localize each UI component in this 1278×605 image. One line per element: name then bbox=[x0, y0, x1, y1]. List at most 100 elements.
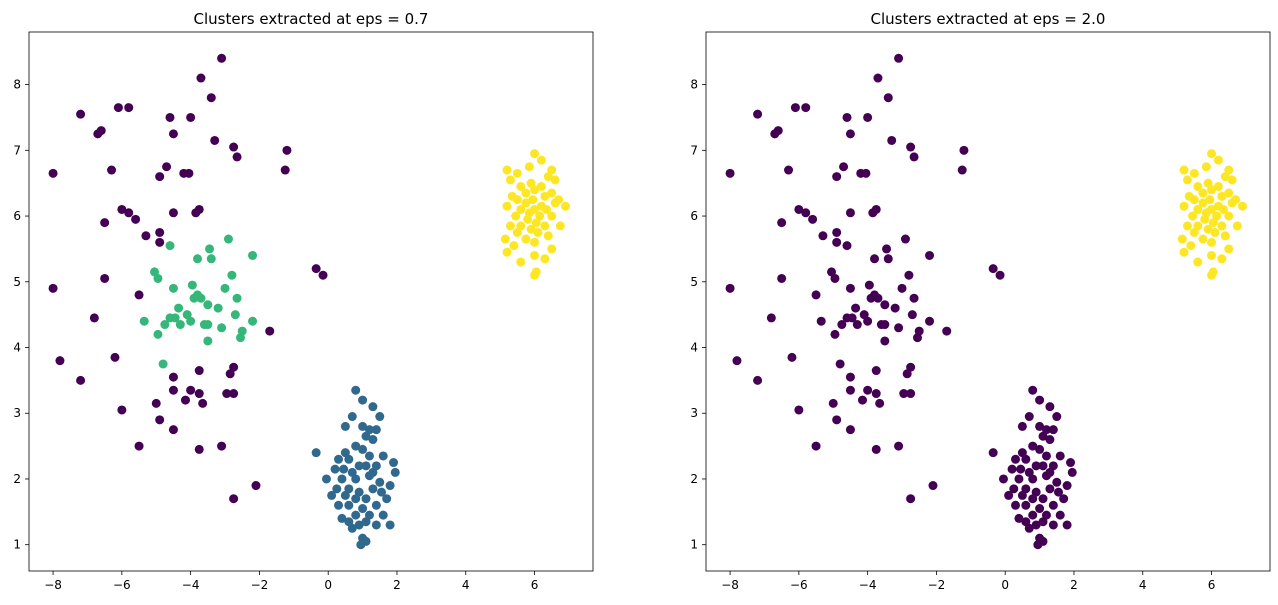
data-point bbox=[311, 448, 321, 458]
data-point bbox=[906, 142, 916, 152]
data-point bbox=[863, 385, 873, 395]
data-point bbox=[988, 448, 998, 458]
data-point bbox=[340, 490, 350, 500]
data-point bbox=[1198, 234, 1208, 244]
data-point bbox=[368, 484, 378, 494]
data-point bbox=[523, 214, 533, 224]
data-point bbox=[371, 500, 381, 510]
data-point bbox=[225, 369, 235, 379]
data-point bbox=[530, 250, 540, 260]
data-point bbox=[837, 320, 847, 330]
data-point bbox=[1207, 185, 1217, 195]
data-point bbox=[1055, 510, 1065, 520]
data-point bbox=[222, 389, 232, 399]
data-point bbox=[516, 204, 526, 214]
data-point bbox=[358, 444, 368, 454]
x-tick-label: −2 bbox=[928, 578, 946, 592]
data-point bbox=[248, 250, 258, 260]
data-point bbox=[808, 214, 818, 224]
data-point bbox=[175, 320, 185, 330]
data-point bbox=[811, 441, 821, 451]
data-point bbox=[845, 385, 855, 395]
x-tick-label: 4 bbox=[462, 578, 470, 592]
data-point bbox=[378, 451, 388, 461]
data-point bbox=[839, 162, 849, 172]
y-tick-label: 2 bbox=[690, 472, 698, 486]
data-point bbox=[1205, 195, 1215, 205]
data-point bbox=[1011, 500, 1021, 510]
data-point bbox=[168, 385, 178, 395]
x-tick-label: 0 bbox=[324, 578, 332, 592]
data-point bbox=[160, 320, 170, 330]
y-tick-label: 4 bbox=[690, 341, 698, 355]
data-point bbox=[773, 126, 783, 136]
data-point bbox=[1048, 500, 1058, 510]
data-point bbox=[1219, 204, 1229, 214]
data-point bbox=[229, 389, 239, 399]
data-point bbox=[110, 352, 120, 362]
data-point bbox=[1017, 421, 1027, 431]
data-point bbox=[213, 303, 223, 313]
data-point bbox=[358, 395, 368, 405]
data-point bbox=[76, 109, 86, 119]
data-point bbox=[162, 162, 172, 172]
data-point bbox=[251, 481, 261, 491]
data-point bbox=[871, 389, 881, 399]
data-point bbox=[1059, 494, 1069, 504]
data-point bbox=[521, 188, 531, 198]
data-point bbox=[1224, 244, 1234, 254]
data-point bbox=[998, 474, 1008, 484]
data-point bbox=[1179, 247, 1189, 257]
data-point bbox=[375, 477, 385, 487]
points-layer bbox=[725, 53, 1247, 550]
data-point bbox=[890, 303, 900, 313]
data-point bbox=[863, 316, 873, 326]
data-point bbox=[210, 135, 220, 145]
data-point bbox=[502, 165, 512, 175]
data-point bbox=[725, 283, 735, 293]
data-point bbox=[158, 359, 168, 369]
data-point bbox=[327, 490, 337, 500]
data-point bbox=[227, 270, 237, 280]
chart-title: Clusters extracted at eps = 0.7 bbox=[194, 10, 429, 28]
data-point bbox=[830, 329, 840, 339]
data-point bbox=[184, 168, 194, 178]
data-point bbox=[1016, 464, 1026, 474]
data-point bbox=[196, 293, 206, 303]
y-tick-label: 1 bbox=[13, 538, 21, 552]
data-point bbox=[168, 283, 178, 293]
data-point bbox=[155, 415, 165, 425]
data-point bbox=[131, 214, 141, 224]
data-point bbox=[55, 356, 65, 366]
data-point bbox=[217, 441, 227, 451]
data-point bbox=[377, 487, 386, 497]
data-point bbox=[347, 412, 357, 422]
data-point bbox=[1179, 201, 1189, 211]
data-point bbox=[871, 444, 881, 454]
data-point bbox=[1224, 211, 1234, 221]
data-point bbox=[909, 293, 919, 303]
data-point bbox=[1045, 435, 1055, 445]
data-point bbox=[361, 461, 371, 471]
data-point bbox=[165, 112, 175, 122]
data-point bbox=[1217, 221, 1227, 231]
chart-title: Clusters extracted at eps = 2.0 bbox=[871, 10, 1106, 28]
data-point bbox=[139, 316, 149, 326]
data-point bbox=[852, 320, 862, 330]
data-point bbox=[180, 395, 190, 405]
data-point bbox=[1062, 520, 1072, 530]
data-point bbox=[48, 283, 58, 293]
data-point bbox=[1024, 412, 1034, 422]
data-point bbox=[1035, 395, 1045, 405]
data-point bbox=[194, 444, 204, 454]
data-point bbox=[1045, 484, 1055, 494]
data-point bbox=[851, 303, 861, 313]
data-point bbox=[265, 326, 275, 336]
y-tick-label: 3 bbox=[690, 406, 698, 420]
data-point bbox=[229, 142, 239, 152]
data-point bbox=[186, 112, 196, 122]
data-point bbox=[311, 264, 321, 274]
data-point bbox=[385, 481, 395, 491]
data-point bbox=[1200, 214, 1210, 224]
